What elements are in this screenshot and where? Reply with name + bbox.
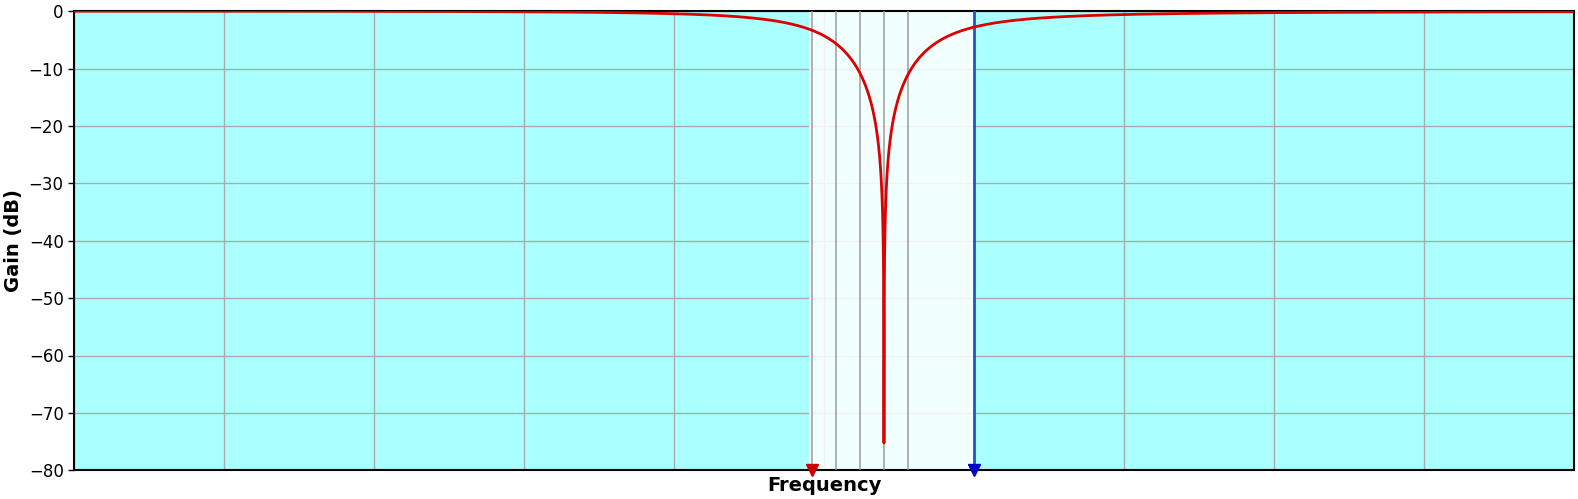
- X-axis label: Frequency: Frequency: [767, 476, 881, 495]
- Y-axis label: Gain (dB): Gain (dB): [5, 189, 24, 292]
- Bar: [810, 11, 974, 470]
